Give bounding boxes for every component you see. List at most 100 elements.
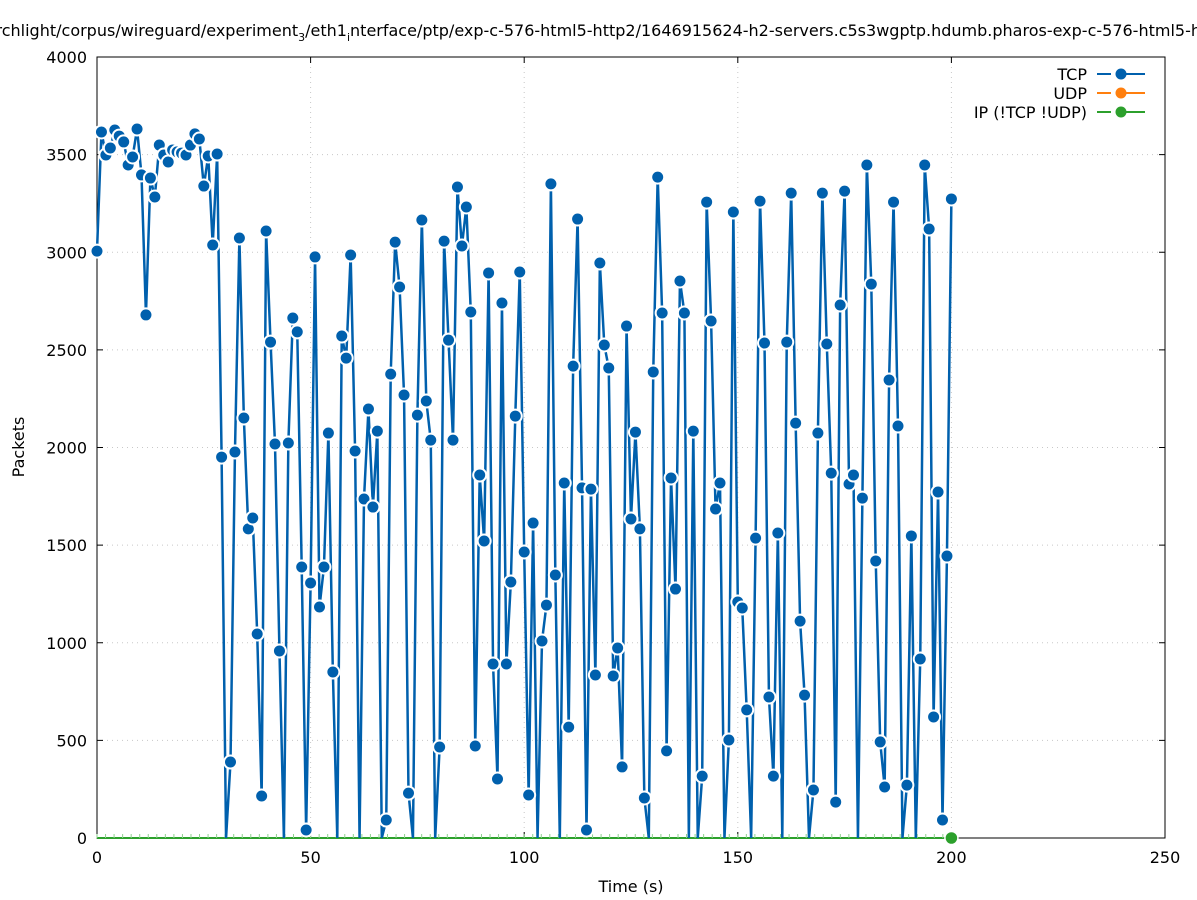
tcp-data-point: [917, 157, 933, 173]
y-tick-label: 4000: [46, 48, 87, 67]
tcp-data-point: [579, 822, 594, 838]
tcp-data-point: [325, 664, 341, 680]
tcp-data-point: [392, 279, 408, 295]
chart-title: /searchlight/corpus/wireguard/experiment…: [0, 21, 1197, 44]
legend-marker: [1115, 87, 1127, 99]
tcp-data-point: [859, 157, 875, 173]
tcp-data-point: [605, 668, 621, 684]
tcp-data-point: [485, 656, 501, 672]
tcp-data-point: [663, 470, 679, 486]
tcp-data-point: [467, 738, 483, 754]
tcp-data-point: [512, 264, 528, 280]
tcp-data-point: [423, 432, 439, 448]
x-tick-label: 200: [936, 848, 967, 867]
tcp-data-point: [191, 131, 207, 147]
tcp-data-point: [441, 332, 457, 348]
tcp-data-point: [458, 199, 474, 215]
tcp-data-point: [805, 782, 821, 798]
tcp-data-point: [797, 687, 813, 703]
tcp-data-point: [721, 732, 737, 748]
tcp-data-point: [254, 788, 270, 804]
tcp-data-point: [770, 525, 786, 541]
tcp-data-point: [267, 436, 283, 452]
tcp-data-point: [748, 530, 764, 546]
tcp-data-point: [779, 334, 795, 350]
x-tick-label: 250: [1150, 848, 1181, 867]
tcp-data-point: [712, 475, 728, 491]
tcp-data-point: [734, 600, 750, 616]
tcp-data-point: [930, 484, 946, 500]
tcp-data-point: [837, 183, 853, 199]
tcp-data-point: [570, 211, 586, 227]
tcp-data-point: [125, 149, 141, 165]
tcp-data-point: [765, 768, 781, 784]
tcp-data-point: [752, 193, 768, 209]
y-tick-label: 1500: [46, 536, 87, 555]
tcp-data-point: [271, 643, 287, 659]
tcp-data-point: [725, 204, 741, 220]
tcp-data-point: [365, 499, 381, 515]
tcp-data-point: [129, 121, 145, 137]
tcp-data-point: [347, 443, 363, 459]
y-tick-label: 2500: [46, 341, 87, 360]
tcp-data-point: [672, 273, 688, 289]
tcp-data-point: [258, 223, 274, 239]
tcp-data-point: [632, 521, 648, 537]
tcp-data-point: [610, 640, 626, 656]
x-tick-label: 0: [92, 848, 102, 867]
x-tick-label: 100: [509, 848, 540, 867]
tcp-data-point: [249, 626, 265, 642]
tcp-data-point: [699, 194, 715, 210]
tcp-data-point: [912, 651, 928, 667]
tcp-data-point: [490, 771, 505, 787]
tcp-data-point: [650, 169, 666, 185]
tcp-data-point: [708, 501, 724, 517]
tcp-data-point: [369, 423, 385, 439]
tcp-data-point: [819, 336, 835, 352]
tcp-data-point: [935, 812, 950, 828]
tcp-data-point: [939, 548, 955, 564]
tcp-data-point: [627, 424, 643, 440]
x-tick-label: 150: [723, 848, 754, 867]
tcp-data-point: [814, 185, 830, 201]
y-tick-label: 3500: [46, 146, 87, 165]
tcp-data-point: [231, 230, 247, 246]
tcp-data-point: [659, 743, 675, 759]
tcp-data-point: [761, 689, 777, 705]
tcp-data-point: [378, 812, 394, 828]
legend-marker: [1115, 68, 1127, 80]
tcp-data-point: [503, 574, 519, 590]
tcp-data-point: [418, 393, 434, 409]
ip-data-point: [944, 830, 959, 846]
y-tick-label: 1000: [46, 634, 87, 653]
y-tick-label: 0: [77, 829, 87, 848]
tcp-data-point: [694, 768, 710, 784]
tcp-data-point: [868, 553, 884, 569]
tcp-data-point: [312, 599, 327, 615]
tcp-data-point: [334, 328, 350, 344]
tcp-data-point: [245, 510, 261, 526]
tcp-data-point: [147, 189, 163, 205]
tcp-data-point: [601, 360, 617, 376]
tcp-data-point: [280, 435, 296, 451]
tcp-data-point: [227, 444, 243, 460]
tcp-data-point: [463, 304, 479, 320]
tcp-data-point: [561, 719, 577, 735]
tcp-data-point: [102, 140, 118, 156]
tcp-data-point: [285, 310, 301, 326]
tcp-data-point: [498, 656, 514, 672]
tcp-data-point: [432, 739, 448, 755]
tcp-data-point: [899, 777, 915, 793]
tcp-data-point: [494, 295, 510, 311]
tcp-series-line: [95, 127, 953, 839]
tcp-data-point: [854, 490, 870, 506]
tcp-data-point: [263, 334, 279, 350]
tcp-data-point: [320, 425, 336, 441]
tcp-data-point: [449, 179, 465, 195]
tcp-data-point: [401, 785, 416, 801]
tcp-data-point: [623, 511, 639, 527]
tcp-data-point: [757, 335, 772, 351]
y-tick-label: 2000: [46, 439, 87, 458]
tcp-data-point: [298, 822, 314, 838]
